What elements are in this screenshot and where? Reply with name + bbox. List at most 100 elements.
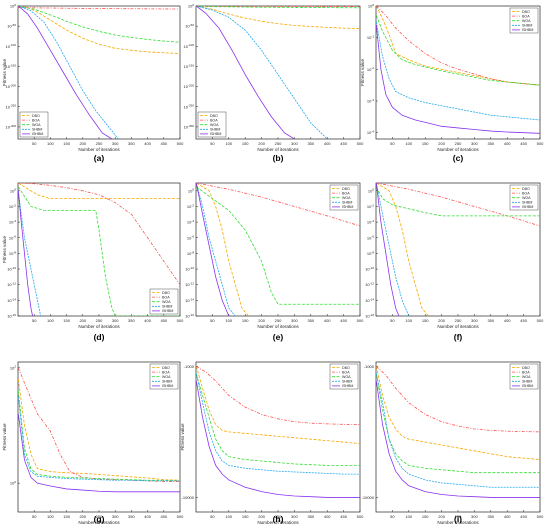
x-tick-label: 300 [112,514,119,519]
x-tick-label: 150 [422,141,429,146]
panel-caption: (e) [273,332,284,342]
x-tick-label: 150 [242,514,249,519]
y-tick-label: 10-300 [184,124,195,130]
x-tick-label: 400 [504,318,511,323]
x-tick-label: 50 [210,514,215,519]
y-tick-label: -10000 [182,495,195,500]
series-line-boa [18,183,180,285]
x-tick-label: 450 [160,514,167,519]
y-tick-label: 100 [10,188,16,194]
y-tick-label: 10-14 [7,297,16,303]
x-tick-label: 100 [47,514,54,519]
x-tick-label: 300 [471,141,478,146]
y-tick-label: 10-4 [367,219,374,225]
x-tick-label: 300 [291,141,298,146]
x-tick-label: 200 [438,514,445,519]
legend-label: ISHBM [522,205,533,209]
legend-label: BOA [522,191,530,195]
panel-caption: (f) [454,332,463,342]
series-line-boa [196,366,360,426]
x-tick-label: 500 [537,141,544,146]
x-tick-label: 200 [258,514,265,519]
y-tick-label: 10-150 [184,63,195,69]
x-tick-label: 450 [520,141,527,146]
chart-panel-8: 50 100 150 200 250 300 350 400 450 500 -1000 -10000… [362,361,544,525]
x-tick-label: 250 [96,514,103,519]
x-axis-label: Number of iterations [257,324,299,329]
series-line-ishbm [18,6,113,139]
legend-label: DBO [32,114,40,118]
x-tick-label: 50 [32,318,37,323]
x-tick-label: 250 [96,318,103,323]
series-line-woa [376,15,540,86]
y-tick-label: 10-14 [365,297,374,303]
x-tick-label: 250 [455,318,462,323]
legend-label: DBO [162,291,170,295]
legend-label: DBO [522,366,530,370]
y-tick-label: 100 [188,188,194,194]
y-tick-label: 10-10 [365,266,374,272]
y-tick-label: 10-14 [185,297,194,303]
x-axis-label: Number of iterations [78,147,120,152]
y-axis-label: Fitness value [2,59,7,87]
series-line-boa [18,367,180,482]
x-tick-label: 150 [63,141,70,146]
y-tick-label: 10-16 [365,313,374,319]
x-axis-label: Number of iterations [437,520,479,525]
chart-panel-5: 50 100 150 200 250 300 350 400 450 500 100 10-2 10-4… [365,182,544,342]
x-tick-label: 500 [357,141,364,146]
x-tick-label: 500 [177,318,184,323]
y-tick-label: 10-2 [367,203,374,209]
series-line-boa [18,7,180,10]
y-tick-label: 10-6 [367,235,374,241]
y-tick-label: 10-4 [367,130,374,136]
x-tick-label: 350 [307,514,314,519]
series-line-shbm [376,373,540,488]
legend-label: BOA [522,14,530,18]
x-tick-label: 100 [225,514,232,519]
panel-caption: (b) [273,153,284,163]
y-tick-label: 10-4 [187,219,194,225]
x-tick-label: 500 [177,141,184,146]
y-tick-label: 100 [188,3,194,9]
legend-label: WOA [210,123,219,127]
x-tick-label: 200 [258,318,265,323]
x-tick-label: 400 [504,141,511,146]
y-tick-label: 10-6 [187,235,194,241]
chart-panel-3: 50 100 150 200 250 300 350 400 450 500 100 10-2 10-4… [2,182,184,342]
x-tick-label: 50 [390,141,395,146]
series-line-ishbm [196,6,295,139]
legend-label: SHBM [162,305,172,309]
legend-box [509,184,539,211]
x-tick-label: 500 [357,318,364,323]
x-tick-label: 500 [537,318,544,323]
series-line-woa [376,186,540,217]
x-tick-label: 50 [390,514,395,519]
y-tick-label: 10-200 [184,84,195,90]
series-line-dbo [18,6,180,54]
series-line-shbm [196,183,236,316]
x-tick-label: 450 [520,514,527,519]
x-tick-label: 150 [422,514,429,519]
x-axis-label: Number of iterations [78,324,120,329]
chart-panel-1: 50 100 150 200 250 300 350 400 450 500 100 10-50 10-… [184,3,365,163]
x-tick-label: 150 [242,141,249,146]
legend-label: BOA [342,191,350,195]
y-tick-label: 10-12 [7,282,16,288]
series-line-shbm [18,6,119,139]
y-tick-label: 10-2 [187,203,194,209]
x-tick-label: 200 [79,318,86,323]
panel-caption: (a) [94,153,105,163]
x-tick-label: 400 [144,141,151,146]
series-line-boa [376,366,540,433]
y-tick-label: 10-2 [367,66,374,72]
series-line-shbm [196,373,360,475]
y-tick-label: 10-10 [185,266,194,272]
series-line-boa [196,183,360,227]
